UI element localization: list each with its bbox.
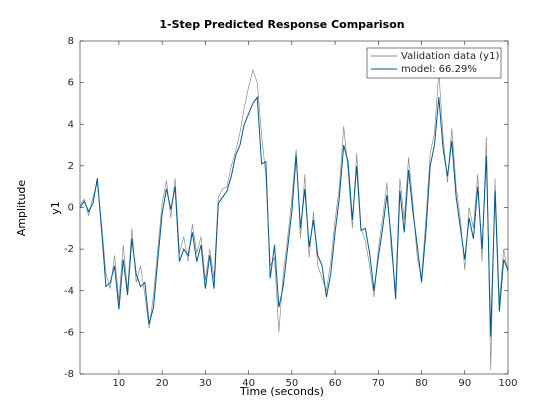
x-tick-label: 60: [329, 378, 342, 389]
x-tick-label: 30: [199, 378, 212, 389]
y-tick-label: 6: [68, 78, 74, 89]
series-line: [79, 95, 509, 337]
plot-frame: [79, 40, 509, 375]
y-tick-label: 2: [68, 161, 74, 172]
channel-label: y1: [49, 201, 62, 215]
x-axis-label: Time (seconds): [239, 385, 324, 398]
series-line: [79, 68, 509, 370]
legend-label: Validation data (y1): [401, 51, 499, 62]
x-tick-label: 100: [498, 378, 517, 389]
y-axis-label: Amplitude: [15, 180, 28, 237]
x-tick-label: 80: [415, 378, 428, 389]
y-tick-label: -8: [64, 369, 74, 380]
x-tick-label: 40: [242, 378, 255, 389]
legend-label: model: 66.29%: [401, 64, 477, 75]
y-tick-label: -6: [64, 327, 74, 338]
chart-title: 1-Step Predicted Response Comparison: [159, 18, 404, 31]
y-tick-label: -4: [64, 286, 74, 297]
y-tick-label: 8: [68, 36, 74, 47]
y-tick-label: 0: [68, 203, 74, 214]
x-tick-label: 50: [285, 378, 298, 389]
legend-box: [366, 47, 502, 79]
x-tick-label: 10: [113, 378, 126, 389]
legend: Validation data (y1) model: 66.29%: [366, 47, 502, 79]
y-tick-label: 4: [68, 119, 74, 130]
x-tick-label: 90: [458, 378, 471, 389]
y-tick-label: -2: [64, 244, 74, 255]
x-tick-label: 70: [372, 378, 385, 389]
x-tick-label: 20: [156, 378, 169, 389]
